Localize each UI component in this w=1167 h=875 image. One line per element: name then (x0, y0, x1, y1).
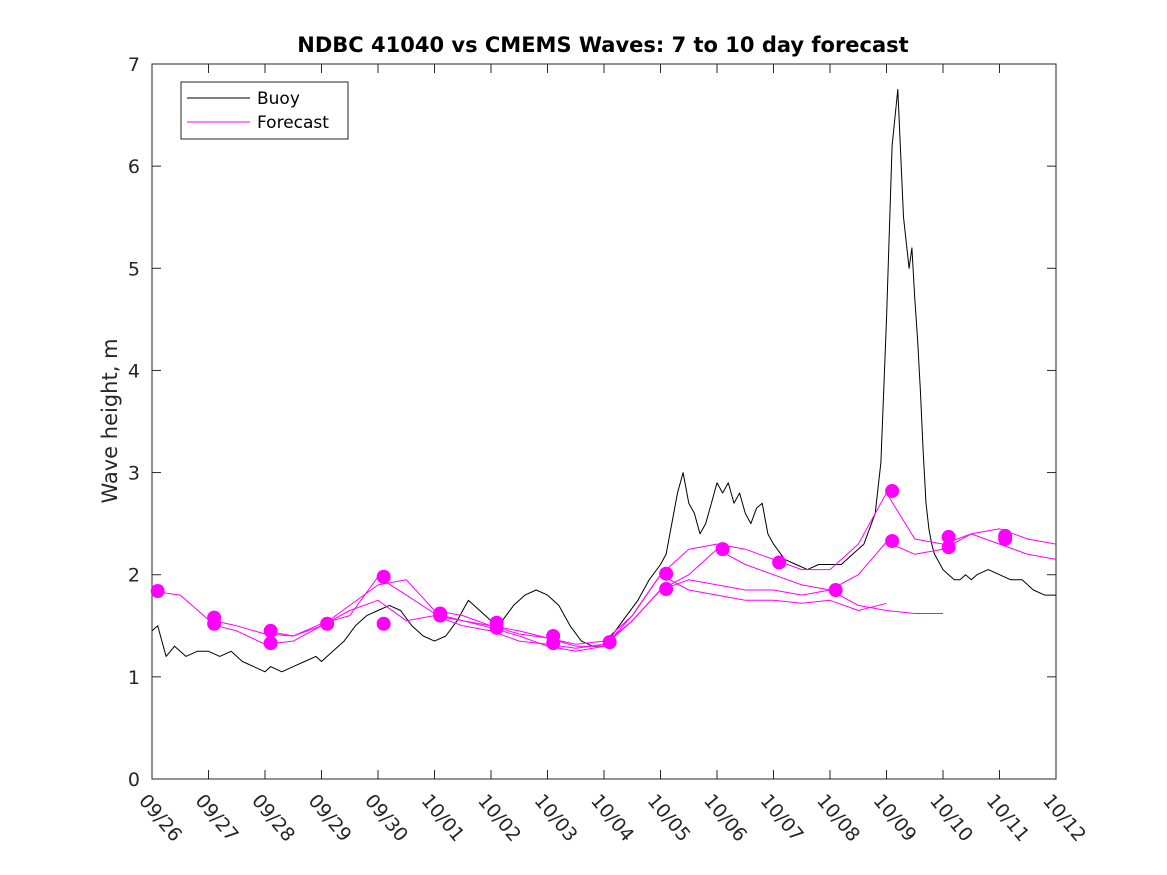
plot-area (151, 63, 1057, 780)
forecast-point (772, 555, 787, 570)
forecast-point (263, 623, 278, 638)
forecast-point (941, 540, 956, 555)
chart-title: NDBC 41040 vs CMEMS Waves: 7 to 10 day f… (297, 33, 908, 57)
y-tick-label: 5 (128, 258, 140, 280)
forecast-point (376, 569, 391, 584)
series-layer (150, 89, 1057, 673)
forecast-point (828, 583, 843, 598)
x-tick-label: 10/02 (473, 790, 525, 846)
forecast-point (602, 635, 617, 650)
x-tick-label: 09/30 (360, 790, 412, 846)
forecast-point (715, 542, 730, 557)
forecast-point (207, 616, 222, 631)
y-tick-label: 6 (128, 156, 140, 178)
forecast-point (376, 616, 391, 631)
x-tick-label: 10/05 (643, 790, 695, 846)
y-tick-label: 0 (128, 769, 140, 791)
legend-label-forecast: Forecast (257, 113, 329, 133)
y-axis: 0 1 2 3 4 5 6 7 (128, 54, 1056, 791)
y-tick-label: 1 (128, 667, 140, 689)
x-tick-label: 09/27 (191, 790, 243, 846)
forecast-point (998, 531, 1013, 546)
x-tick-label: 10/08 (812, 790, 864, 846)
x-tick-label: 10/11 (982, 790, 1034, 846)
x-tick-label: 10/03 (530, 790, 582, 846)
y-tick-label: 3 (128, 463, 140, 485)
x-tick-label: 10/06 (699, 790, 751, 846)
buoy-line (151, 89, 1056, 673)
forecast-line-4 (434, 548, 943, 647)
forecast-point (489, 620, 504, 635)
x-tick-label: 09/26 (134, 790, 186, 846)
forecast-point (659, 566, 674, 581)
x-tick-label: 10/07 (756, 790, 808, 846)
x-tick-label: 09/29 (304, 790, 356, 846)
forecast-point (320, 616, 335, 631)
forecast-point (546, 636, 561, 651)
x-tick-label: 10/10 (925, 790, 977, 846)
forecast-point (885, 534, 900, 549)
y-tick-label: 2 (128, 565, 140, 587)
legend-label-buoy: Buoy (257, 89, 300, 109)
x-tick-label: 10/09 (869, 790, 921, 846)
y-axis-label: Wave height, m (98, 338, 122, 503)
forecast-point (263, 636, 278, 651)
x-tick-label: 10/12 (1038, 790, 1090, 846)
forecast-point (433, 608, 448, 623)
forecast-line-3 (264, 574, 887, 652)
y-tick-label: 7 (128, 54, 140, 76)
forecast-point (941, 529, 956, 544)
legend: Buoy Forecast (180, 81, 349, 140)
forecast-point (659, 582, 674, 597)
x-tick-label: 10/04 (586, 790, 638, 846)
x-tick-label: 09/28 (247, 790, 299, 846)
forecast-point (150, 584, 165, 599)
y-tick-label: 4 (128, 360, 140, 382)
x-tick-label: 10/01 (417, 790, 469, 846)
forecast-point (885, 483, 900, 498)
legend-box (180, 81, 349, 140)
